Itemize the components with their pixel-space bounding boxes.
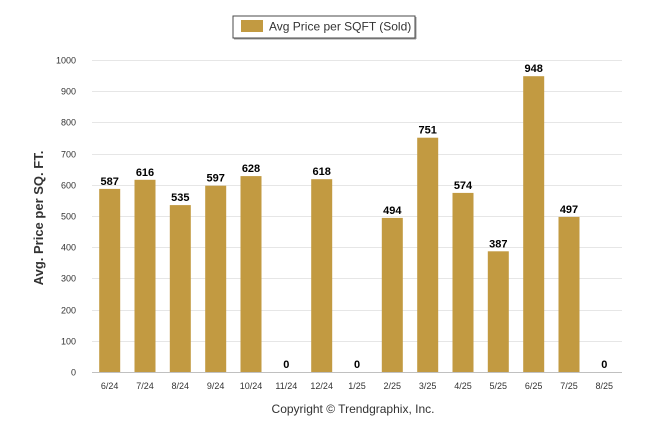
- y-tick-label: 800: [61, 118, 76, 128]
- bar: [523, 76, 545, 372]
- bar-value-label: 948: [525, 63, 543, 75]
- bar: [381, 217, 403, 372]
- y-tick-label: 600: [61, 181, 76, 191]
- bar-value-label: 597: [207, 173, 225, 185]
- x-tick-label: 10/24: [240, 381, 263, 391]
- bar-value-label: 628: [242, 163, 260, 175]
- x-tick-label: 11/24: [275, 381, 297, 391]
- bar-value-label: 574: [454, 180, 473, 192]
- legend-swatch: [241, 20, 263, 32]
- legend-label: Avg Price per SQFT (Sold): [269, 20, 411, 34]
- y-tick-label: 200: [61, 306, 76, 316]
- bar-value-label: 618: [313, 166, 331, 178]
- x-tick-label: 12/24: [310, 381, 333, 391]
- x-tick-label: 4/25: [454, 381, 472, 391]
- bar: [240, 176, 262, 372]
- bar-value-label: 387: [489, 238, 507, 250]
- x-tick-label: 5/25: [490, 381, 508, 391]
- x-axis-ticks: 6/24 7/24 8/24 9/24 10/24 11/24 12/24 1/25 2/25 3…: [101, 381, 613, 391]
- x-tick-label: 2/25: [384, 381, 402, 391]
- bar: [417, 137, 439, 372]
- x-tick-label: 9/24: [207, 381, 225, 391]
- x-tick-label: 6/24: [101, 381, 119, 391]
- y-axis-title: Avg. Price per SQ. FT.: [31, 151, 46, 286]
- bar: [205, 185, 227, 372]
- bars: [99, 76, 580, 372]
- bar: [134, 179, 156, 372]
- bar: [169, 205, 191, 372]
- y-tick-label: 300: [61, 274, 76, 284]
- y-tick-label: 900: [61, 87, 76, 97]
- y-tick-label: 1000: [56, 56, 76, 66]
- bar-value-label: 0: [283, 359, 289, 371]
- value-labels: 587 616 535 597 628 0 618 0 494 751 574 387 948 497 0: [101, 63, 608, 371]
- copyright-text: Copyright © Trendgraphix, Inc.: [272, 402, 435, 416]
- bar: [99, 188, 121, 372]
- x-tick-label: 3/25: [419, 381, 437, 391]
- bar: [311, 179, 333, 372]
- bar: [558, 216, 580, 372]
- x-tick-label: 8/25: [596, 381, 614, 391]
- x-tick-label: 8/24: [172, 381, 190, 391]
- bar-value-label: 535: [171, 192, 189, 204]
- y-axis-ticks: 0 100 200 300 400 500 600 700 800 900 1000: [56, 56, 76, 378]
- x-tick-label: 1/25: [348, 381, 366, 391]
- bar-value-label: 0: [601, 359, 607, 371]
- x-tick-label: 6/25: [525, 381, 543, 391]
- y-tick-label: 500: [61, 212, 76, 222]
- bar-value-label: 497: [560, 204, 578, 216]
- bar-value-label: 751: [419, 125, 437, 137]
- legend-box: [232, 15, 416, 39]
- y-tick-label: 0: [71, 368, 76, 378]
- y-tick-label: 100: [61, 337, 76, 347]
- bar-value-label: 0: [354, 359, 360, 371]
- y-tick-label: 700: [61, 150, 76, 160]
- x-tick-label: 7/24: [136, 381, 154, 391]
- bar-value-label: 587: [101, 176, 119, 188]
- legend: Avg Price per SQFT (Sold): [232, 15, 417, 40]
- x-tick-label: 7/25: [560, 381, 578, 391]
- bar: [452, 192, 474, 372]
- y-tick-label: 400: [61, 243, 76, 253]
- bar-value-label: 494: [383, 205, 402, 217]
- bar: [487, 251, 509, 372]
- bar-value-label: 616: [136, 167, 154, 179]
